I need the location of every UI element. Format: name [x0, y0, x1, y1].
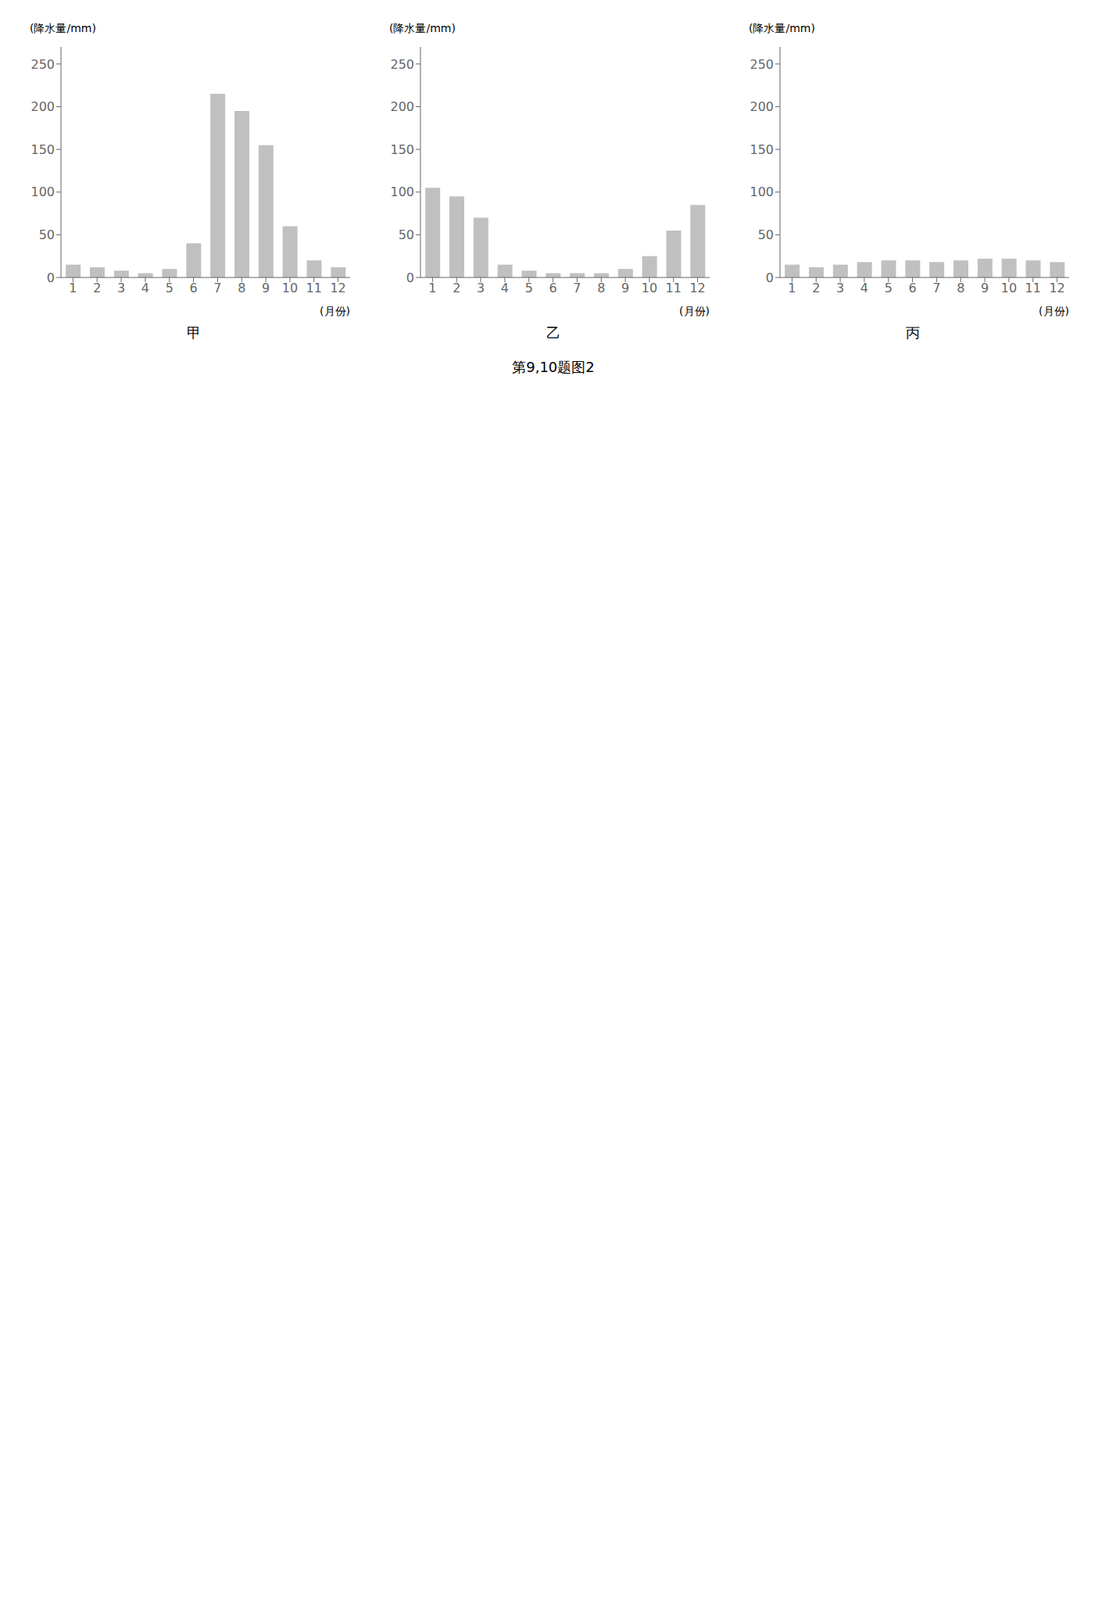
svg-text:50: 50 — [398, 227, 415, 243]
svg-text:100: 100 — [30, 184, 55, 200]
svg-text:250: 250 — [30, 57, 55, 72]
svg-text:0: 0 — [765, 270, 774, 286]
svg-text:12: 12 — [329, 280, 346, 296]
svg-text:150: 150 — [30, 142, 55, 158]
svg-text:3: 3 — [117, 280, 126, 296]
svg-text:8: 8 — [597, 280, 605, 296]
svg-text:9: 9 — [621, 280, 630, 296]
svg-text:1: 1 — [68, 280, 77, 296]
html-text:(月份): (月份) — [319, 304, 351, 318]
svg-text:1: 1 — [428, 280, 437, 296]
svg-text:100: 100 — [389, 184, 415, 200]
html-text:(月份): (月份) — [1038, 304, 1070, 318]
svg-text:200: 200 — [30, 99, 55, 115]
svg-text:5: 5 — [525, 280, 534, 296]
svg-text:10: 10 — [641, 280, 658, 296]
svg-text:7: 7 — [572, 280, 581, 296]
svg-text:6: 6 — [548, 280, 557, 296]
svg-text:3: 3 — [836, 280, 845, 296]
svg-text:10: 10 — [282, 280, 298, 296]
svg-text:200: 200 — [389, 99, 415, 115]
html-text:(降水量/mm): (降水量/mm) — [389, 21, 456, 35]
svg-text:100: 100 — [749, 184, 774, 200]
svg-text:50: 50 — [39, 227, 55, 243]
svg-text:5: 5 — [165, 280, 174, 296]
html-text:(降水量/mm): (降水量/mm) — [748, 21, 816, 35]
svg-text:250: 250 — [389, 57, 415, 72]
svg-text:2: 2 — [452, 280, 461, 296]
svg-text:7: 7 — [932, 280, 941, 296]
svg-text:2: 2 — [812, 280, 820, 296]
svg-text:5: 5 — [884, 280, 893, 296]
svg-text:250: 250 — [749, 57, 774, 72]
svg-text:50: 50 — [758, 227, 774, 243]
svg-text:9: 9 — [261, 280, 270, 296]
svg-text:150: 150 — [749, 142, 774, 158]
svg-text:12: 12 — [1048, 280, 1065, 296]
html-text:甲: 甲 — [186, 324, 201, 341]
svg-text:0: 0 — [46, 270, 55, 286]
svg-text:8: 8 — [956, 280, 965, 296]
html-text:乙: 乙 — [546, 324, 561, 341]
svg-text:6: 6 — [189, 280, 197, 296]
svg-text:2: 2 — [93, 280, 101, 296]
html-text:(月份): (月份) — [679, 304, 710, 318]
html-text:丙: 丙 — [905, 324, 920, 341]
svg-text:11: 11 — [665, 280, 682, 296]
svg-text:1: 1 — [787, 280, 796, 296]
html-text:第9,10题图2: 第9,10题图2 — [512, 358, 595, 376]
svg-text:200: 200 — [749, 99, 774, 115]
svg-text:7: 7 — [213, 280, 222, 296]
svg-text:11: 11 — [306, 280, 322, 296]
svg-text:4: 4 — [141, 280, 150, 296]
svg-text:150: 150 — [389, 142, 415, 158]
svg-text:12: 12 — [689, 280, 705, 296]
html-text:(降水量/mm): (降水量/mm) — [29, 21, 97, 35]
svg-text:10: 10 — [1001, 280, 1017, 296]
svg-text:11: 11 — [1025, 280, 1042, 296]
svg-text:9: 9 — [980, 280, 989, 296]
svg-text:4: 4 — [860, 280, 869, 296]
svg-text:6: 6 — [908, 280, 916, 296]
svg-text:8: 8 — [237, 280, 246, 296]
svg-text:0: 0 — [406, 270, 415, 286]
svg-text:4: 4 — [500, 280, 509, 296]
svg-text:3: 3 — [476, 280, 485, 296]
